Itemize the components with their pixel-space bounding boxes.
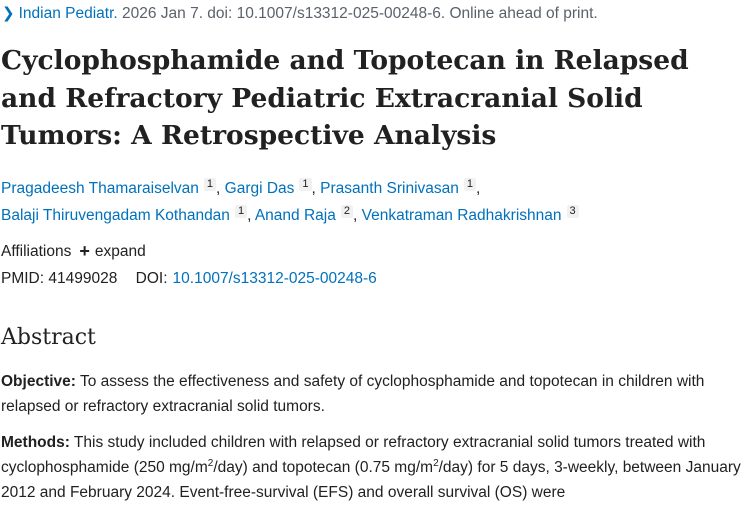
affiliation-number[interactable]: 1 bbox=[463, 178, 477, 191]
abstract-heading: Abstract bbox=[1, 325, 96, 350]
citation-details: 2026 Jan 7. doi: 10.1007/s13312-025-0024… bbox=[117, 5, 598, 22]
journal-link[interactable]: Indian Pediatr. bbox=[18, 5, 118, 22]
affiliation-number[interactable]: 1 bbox=[299, 178, 312, 191]
pmid-label: PMID: bbox=[1, 270, 45, 287]
chevron-right-icon[interactable]: ❯ bbox=[2, 5, 15, 22]
author-separator: , bbox=[216, 180, 225, 197]
author-separator: , bbox=[247, 206, 255, 224]
methods-text: This study included children with relaps… bbox=[1, 434, 706, 476]
methods-text: /day) for 5 days, 3-weekly, between Janu… bbox=[1, 459, 741, 501]
author-list: Pragadeesh Thamaraiselvan 1, Gargi Das 1, … bbox=[1, 176, 749, 229]
author-link[interactable]: Pragadeesh Thamaraiselvan bbox=[1, 180, 199, 197]
superscript: 2 bbox=[207, 457, 214, 469]
objective-text: To assess the effectiveness and safety o… bbox=[1, 373, 705, 415]
author-link[interactable]: Gargi Das bbox=[224, 180, 295, 197]
citation-line: ❯ Indian Pediatr. 2026 Jan 7. doi: 10.100… bbox=[2, 4, 598, 24]
affiliations-label: Affiliations bbox=[1, 243, 72, 260]
author-link[interactable]: Prasanth Srinivasan bbox=[320, 180, 459, 197]
affiliation-number[interactable]: 1 bbox=[234, 204, 248, 218]
author-separator: , bbox=[352, 206, 362, 224]
author-link[interactable]: Balaji Thiruvengadam Kothandan bbox=[1, 206, 230, 224]
affiliation-number[interactable]: 2 bbox=[340, 204, 353, 218]
plus-icon: + bbox=[79, 241, 90, 261]
abstract-objective: Objective: To assess the effectiveness a… bbox=[1, 369, 749, 419]
affiliation-number[interactable]: 1 bbox=[203, 178, 217, 191]
pmid-value: 41499028 bbox=[48, 270, 118, 287]
affiliations-expand-button[interactable]: + expand bbox=[79, 241, 146, 261]
author-link[interactable]: Venkatraman Radhakrishnan bbox=[361, 206, 562, 224]
author-separator: , bbox=[311, 180, 321, 197]
expand-label: expand bbox=[94, 243, 146, 260]
doi-label: DOI: bbox=[135, 270, 168, 287]
author-line-1: Pragadeesh Thamaraiselvan 1, Gargi Das 1, … bbox=[1, 176, 749, 203]
methods-label: Methods: bbox=[1, 434, 70, 451]
article-title: Cyclophosphamide and Topotecan in Relaps… bbox=[1, 45, 689, 151]
author-separator: , bbox=[476, 180, 481, 197]
doi-link[interactable]: 10.1007/s13312-025-00248-6 bbox=[172, 270, 377, 287]
identifiers-row: PMID: 41499028 DOI: 10.1007/s13312-025-00… bbox=[1, 268, 377, 290]
affiliation-number[interactable]: 3 bbox=[566, 204, 579, 218]
abstract-methods: Methods: This study included children wi… bbox=[1, 430, 749, 505]
methods-text: /day) and topotecan (0.75 mg/m bbox=[213, 459, 434, 476]
author-link[interactable]: Anand Raja bbox=[254, 206, 336, 224]
author-line-2: Balaji Thiruvengadam Kothandan 1, Anand R… bbox=[1, 203, 749, 230]
affiliations-row: Affiliations + expand bbox=[1, 240, 146, 263]
objective-label: Objective: bbox=[1, 373, 76, 390]
superscript: 2 bbox=[433, 457, 439, 469]
